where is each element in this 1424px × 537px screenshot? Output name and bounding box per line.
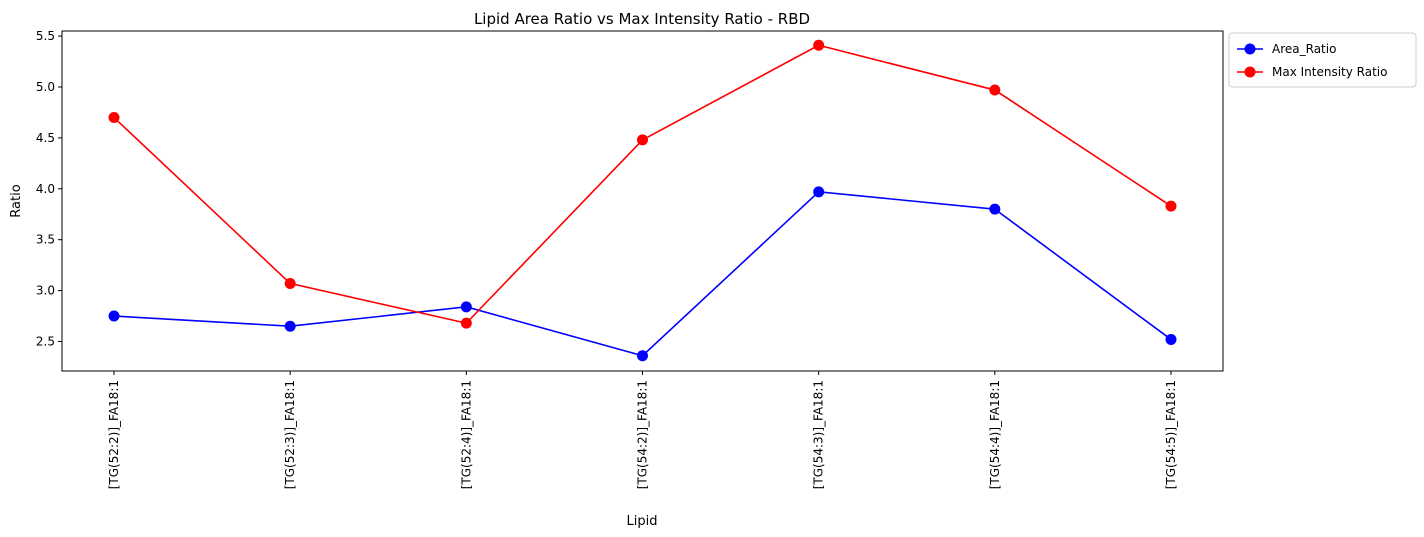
y-tick-label: 2.5 — [36, 334, 55, 348]
series-line — [113, 191, 1172, 357]
series-max-intensity-ratio — [108, 39, 1177, 329]
data-point — [1165, 200, 1177, 212]
legend-marker — [1244, 43, 1256, 55]
data-point — [108, 310, 120, 322]
x-tick-label: [TG(52:4)]_FA18:1 — [459, 380, 473, 489]
x-tick-label: [TG(54:5)]_FA18:1 — [1164, 380, 1178, 489]
legend-label: Max Intensity Ratio — [1272, 65, 1387, 79]
y-tick-label: 4.5 — [36, 131, 55, 145]
data-point — [284, 320, 296, 332]
y-tick-label: 5.0 — [36, 80, 55, 94]
x-tick-label: [TG(54:2)]_FA18:1 — [636, 380, 650, 489]
data-point — [989, 84, 1001, 96]
chart-title: Lipid Area Ratio vs Max Intensity Ratio … — [474, 10, 810, 28]
series-area-ratio — [108, 186, 1177, 362]
series-line — [113, 44, 1172, 325]
plot-area — [61, 30, 1224, 372]
data-point — [989, 203, 1001, 215]
data-point — [460, 317, 472, 329]
data-point — [813, 186, 825, 198]
legend-item: Area_Ratio — [1237, 42, 1336, 56]
data-point — [460, 301, 472, 313]
x-tick-label: [TG(52:3)]_FA18:1 — [283, 380, 297, 489]
x-tick-label: [TG(54:3)]_FA18:1 — [812, 380, 826, 489]
y-tick-label: 4.0 — [36, 182, 55, 196]
y-axis: 2.5 3.0 3.5 4.0 4.5 5.0 5.5 — [36, 29, 62, 348]
data-point — [637, 134, 648, 146]
data-point — [813, 39, 825, 51]
x-tick-label: [TG(52:2)]_FA18:1 — [107, 380, 121, 489]
data-point — [108, 112, 120, 124]
x-axis: [TG(52:2)]_FA18:1 [TG(52:3)]_FA18:1 [TG(52… — [107, 371, 1178, 489]
y-tick-label: 3.5 — [36, 233, 55, 247]
legend-marker — [1244, 66, 1256, 78]
legend-item: Max Intensity Ratio — [1237, 65, 1387, 79]
y-tick-label: 5.5 — [36, 29, 55, 43]
data-point — [1165, 333, 1177, 345]
data-point — [637, 350, 648, 362]
x-tick-label: [TG(54:4)]_FA18:1 — [988, 380, 1002, 489]
y-axis-label: Ratio — [9, 184, 24, 217]
legend-box — [1228, 32, 1417, 88]
x-axis-label: Lipid — [627, 514, 658, 529]
legend-label: Area_Ratio — [1272, 42, 1336, 56]
data-point — [284, 277, 296, 289]
y-tick-label: 3.0 — [36, 284, 55, 298]
legend: Area_Ratio Max Intensity Ratio — [1228, 32, 1417, 88]
series-layer — [108, 39, 1177, 362]
